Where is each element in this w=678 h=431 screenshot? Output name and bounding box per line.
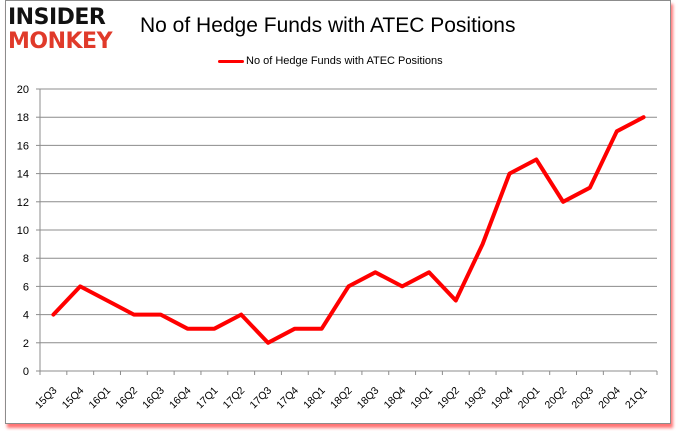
legend-label: No of Hedge Funds with ATEC Positions <box>246 55 443 67</box>
chart-title: No of Hedge Funds with ATEC Positions <box>140 14 516 37</box>
x-tick-label: 20Q1 <box>516 385 543 412</box>
chart-frame <box>5 0 671 424</box>
x-tick-label: 16Q4 <box>167 385 194 412</box>
x-tick-label: 20Q3 <box>569 385 596 412</box>
y-tick-label: 8 <box>23 253 29 265</box>
x-tick-label: 17Q2 <box>221 385 248 412</box>
x-tick-label: 17Q3 <box>247 385 274 412</box>
x-tick-label: 19Q2 <box>435 385 462 412</box>
x-tick-label: 20Q2 <box>543 385 570 412</box>
y-tick-label: 16 <box>17 140 29 152</box>
x-tick-label: 18Q4 <box>382 385 409 412</box>
y-axis: 0 2 4 6 8 10 12 14 16 18 20 <box>17 84 41 378</box>
y-tick-label: 12 <box>17 197 29 209</box>
x-tick-label: 16Q3 <box>140 385 167 412</box>
x-tick-label: 19Q3 <box>462 385 489 412</box>
y-tick-label: 2 <box>23 338 29 350</box>
x-tick-label: 16Q2 <box>113 385 140 412</box>
y-tick-label: 6 <box>23 281 29 293</box>
x-tick-label: 18Q3 <box>355 385 382 412</box>
x-tick-label: 15Q4 <box>60 385 87 412</box>
x-tick-label: 15Q3 <box>33 385 60 412</box>
x-tick-label: 18Q1 <box>301 385 328 412</box>
chart-legend: No of Hedge Funds with ATEC Positions <box>218 55 443 67</box>
logo-line-1: INSIDER <box>8 5 106 30</box>
y-tick-label: 14 <box>17 169 29 181</box>
x-tick-label: 20Q4 <box>596 385 623 412</box>
y-tick-label: 10 <box>17 225 29 237</box>
x-tick-label: 18Q2 <box>328 385 355 412</box>
logo-line-2: MONKEY <box>8 29 113 54</box>
y-tick-label: 0 <box>23 366 29 378</box>
y-tick-label: 20 <box>17 84 29 96</box>
x-tick-label: 19Q4 <box>489 385 516 412</box>
x-tick-label: 19Q1 <box>408 385 435 412</box>
series-line <box>51 115 646 345</box>
y-tick-label: 4 <box>23 310 29 322</box>
x-tick-label: 16Q1 <box>87 385 114 412</box>
gridlines <box>40 88 657 344</box>
y-tick-label: 18 <box>17 112 29 124</box>
x-tick-label: 17Q1 <box>194 385 221 412</box>
legend-line-swatch <box>218 59 244 63</box>
x-axis: 15Q3 15Q4 16Q1 16Q2 16Q3 16Q4 17Q1 17Q2 17Q3 17Q4… <box>33 370 658 412</box>
x-tick-label: 17Q4 <box>274 385 301 412</box>
x-tick-label: 21Q1 <box>623 385 650 412</box>
insider-monkey-logo: INSIDER MONKEY <box>8 5 128 55</box>
